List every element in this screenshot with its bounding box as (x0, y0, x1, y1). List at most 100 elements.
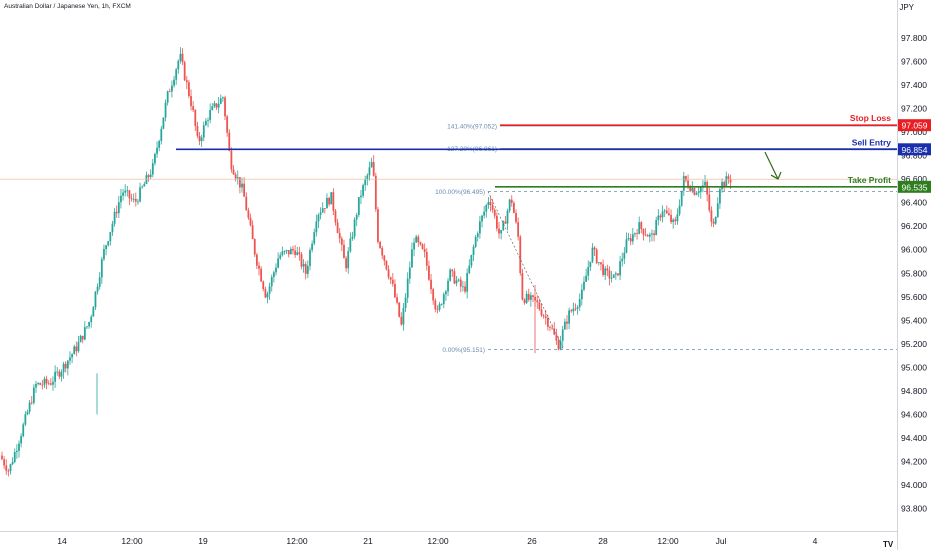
candle-body (238, 177, 241, 188)
arrow-shaft (764, 151, 779, 180)
candle-body (377, 209, 379, 242)
candle-body (425, 251, 428, 266)
candle-body (510, 199, 513, 203)
candle-body (272, 272, 275, 278)
candle-body (453, 271, 456, 284)
candle-body (462, 286, 464, 288)
candle-body (438, 304, 441, 310)
candle-body (674, 219, 677, 222)
candle-body (400, 316, 403, 325)
x-tick-label: 28 (598, 536, 608, 546)
y-tick-label: 94.400 (901, 433, 927, 443)
candle-body (591, 247, 594, 262)
candle-body (52, 381, 54, 385)
candle-body (606, 268, 609, 271)
candle-body (691, 188, 694, 192)
candle-body (105, 245, 107, 250)
candle-body (515, 212, 517, 223)
candle-body (699, 187, 702, 193)
candle-body (309, 249, 311, 266)
candle-body (570, 310, 573, 312)
candle-body (45, 378, 48, 384)
candle-body (202, 125, 205, 138)
candle-body (374, 175, 377, 210)
candle-body (485, 205, 488, 212)
candle-body (551, 327, 554, 329)
y-tick-label: 95.800 (901, 268, 927, 278)
candle-body (479, 221, 481, 234)
candle-body (77, 342, 80, 352)
candle-body (145, 175, 148, 184)
candle-body (583, 281, 585, 290)
candle-body (28, 402, 31, 412)
candle-body (340, 238, 343, 245)
y-tick-label: 95.000 (901, 362, 927, 372)
candle-body (232, 169, 235, 175)
candle-body (391, 279, 394, 284)
candle-body (321, 208, 324, 213)
candle-body (504, 221, 507, 224)
candle-body (143, 183, 146, 187)
candle-body (682, 176, 685, 191)
x-tick-label: 19 (198, 536, 208, 546)
candle-body (147, 175, 150, 178)
candle-body (670, 215, 672, 223)
candle-body (258, 265, 260, 269)
candle-body (243, 183, 246, 197)
candle-body (32, 387, 35, 403)
candle-body (644, 234, 647, 236)
candle-body (173, 79, 175, 86)
candle-body (593, 247, 596, 250)
candle-body (241, 183, 243, 188)
y-tick-label: 97.600 (901, 57, 927, 67)
candle-body (566, 321, 568, 324)
candle-body (540, 309, 543, 316)
y-tick-label: 95.200 (901, 339, 927, 349)
candle-body (719, 189, 721, 204)
candle-body (385, 260, 388, 270)
candle-body (213, 103, 216, 107)
level-price-tag (898, 143, 931, 156)
candle-body (636, 233, 638, 234)
candle-body (706, 181, 709, 195)
candle-body (56, 371, 59, 373)
candle-body (721, 181, 723, 190)
candle-body (200, 137, 203, 142)
candle-body (221, 97, 224, 99)
candle-body (434, 300, 437, 310)
candle-body (151, 163, 154, 175)
candle-body (330, 192, 333, 205)
candle-body (71, 354, 73, 358)
candle-body (22, 424, 25, 437)
candle-body (398, 302, 401, 317)
candle-body (215, 103, 218, 108)
candle-body (472, 246, 475, 255)
candle-body (578, 299, 581, 308)
candle-body (5, 465, 8, 471)
candle-body (139, 187, 141, 202)
y-tick-label: 96.200 (901, 221, 927, 231)
candle-body (491, 205, 494, 210)
candle-body (668, 213, 670, 216)
candle-body (525, 293, 528, 303)
candle-body (120, 195, 122, 203)
candle-body (311, 243, 314, 250)
candle-body (351, 236, 354, 239)
candle-body (171, 85, 173, 92)
candle-body (18, 443, 20, 451)
x-tick-label: 21 (363, 536, 373, 546)
candle-body (35, 383, 37, 388)
candle-body (729, 179, 732, 183)
candle-body (631, 234, 634, 242)
level-name-label: Stop Loss (850, 113, 891, 123)
candle-body (15, 450, 18, 453)
candle-body (117, 202, 120, 214)
candle-body (196, 126, 199, 136)
candle-body (194, 109, 197, 127)
candle-body (181, 53, 184, 63)
candle-body (464, 286, 466, 292)
candle-body (659, 215, 662, 218)
candle-body (357, 197, 360, 215)
